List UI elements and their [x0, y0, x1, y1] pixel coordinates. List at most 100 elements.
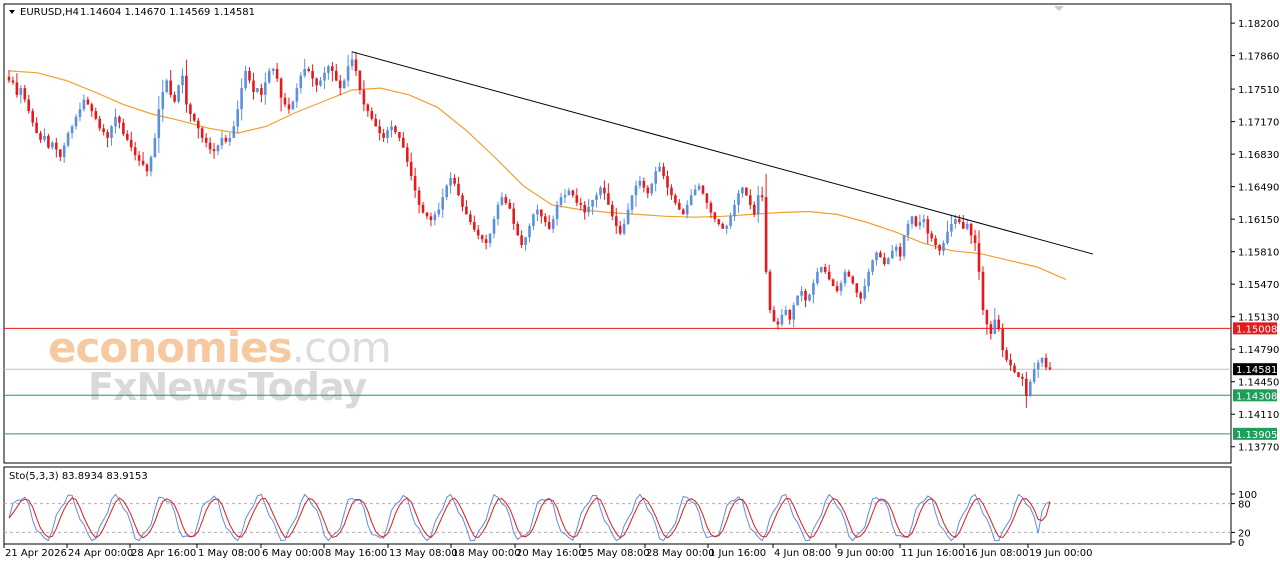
candle-body [768, 271, 772, 311]
candle-body [232, 126, 236, 138]
candle-body [173, 94, 176, 102]
candle-body [954, 219, 957, 224]
candle-body [575, 195, 579, 203]
candle-body [894, 246, 898, 251]
candle-body [599, 187, 602, 196]
candle-body [106, 132, 109, 138]
candle-body [307, 69, 310, 71]
time-tick-label: 1 May 08:00 [198, 548, 260, 559]
candle-body [161, 92, 165, 110]
candle-body [997, 319, 1000, 330]
time-tick-label: 25 May 08:00 [581, 548, 650, 559]
candle-body [512, 208, 515, 224]
price-tick-label: 1.14790 [1238, 345, 1279, 356]
candle-body [43, 136, 46, 140]
candle-body [496, 204, 500, 220]
candle-body [1009, 359, 1012, 366]
candle-body [185, 75, 188, 105]
candle-body [193, 114, 196, 121]
candle-body [47, 136, 50, 148]
candle-body [445, 185, 448, 198]
candle-body [137, 155, 141, 161]
time-tick-label: 1 Jun 16:00 [709, 548, 766, 559]
candle-body [480, 235, 484, 240]
candle-body [689, 195, 693, 205]
candle-body [583, 204, 586, 213]
candle-body [859, 292, 862, 299]
candle-body [717, 219, 721, 224]
candle-body [311, 70, 314, 79]
candle-body [492, 219, 496, 234]
price-level-tag-label: 1.15008 [1236, 324, 1277, 335]
candle-body [571, 190, 575, 196]
candle-body [938, 245, 941, 251]
candle-body [532, 214, 535, 226]
candle-body [1025, 378, 1028, 396]
candle-body [756, 195, 760, 215]
candle-body [875, 252, 878, 261]
candle-body [772, 310, 776, 322]
candle-body [504, 197, 508, 203]
price-tick-label: 1.16830 [1238, 150, 1279, 161]
candles [7, 51, 1052, 408]
candle-body [918, 222, 922, 226]
candle-body [425, 212, 429, 217]
candle-body [1029, 381, 1032, 396]
candle-body [51, 142, 54, 148]
candle-body [149, 157, 153, 172]
candle-body [741, 187, 744, 194]
time-tick-label: 6 May 00:00 [262, 548, 324, 559]
candle-body [429, 216, 433, 221]
candle-body [749, 195, 752, 205]
candle-body [315, 78, 318, 86]
candle-body [469, 214, 472, 222]
candle-body [145, 164, 149, 172]
price-axis: 1.18200 1.17860 1.17510 1.17170 1.16830 1.164… [1231, 19, 1279, 454]
candle-body [295, 88, 299, 102]
candle-body [200, 128, 204, 138]
candle-body [19, 88, 23, 95]
candle-body [630, 195, 634, 210]
candle-body [398, 132, 401, 138]
candle-body [122, 122, 125, 135]
time-tick-label: 16 Jun 08:00 [965, 548, 1029, 559]
time-tick-label: 4 Jun 08:00 [774, 548, 831, 559]
candle-body [965, 223, 969, 229]
candle-body [622, 223, 626, 234]
candle-body [7, 76, 11, 81]
candle-body [831, 279, 835, 287]
candle-body [374, 118, 377, 127]
candle-body [382, 133, 385, 138]
chart-shift-icon [1054, 6, 1064, 11]
candle-body [705, 193, 709, 203]
candle-body [733, 204, 736, 217]
watermark-brand: economies [48, 323, 292, 372]
time-tick-label: 20 May 16:00 [516, 548, 585, 559]
candle-body [386, 130, 389, 138]
candle-body [476, 229, 480, 236]
moving-average-line [8, 70, 1067, 280]
candle-body [891, 250, 894, 259]
candle-body [788, 310, 792, 320]
candle-body [650, 183, 653, 194]
candle-body [981, 271, 985, 311]
candle-body [70, 126, 74, 134]
watermark-suffix: .com [292, 323, 391, 372]
candle-body [697, 185, 701, 190]
candle-body [555, 204, 559, 220]
candle-body [934, 238, 937, 245]
stochastic-tick-label: 80 [1238, 500, 1251, 511]
candle-body [835, 286, 839, 291]
candle-body [370, 111, 374, 119]
candle-body [94, 111, 98, 119]
candle-body [406, 147, 409, 162]
time-tick-label: 24 Apr 00:00 [68, 548, 133, 559]
candle-body [638, 180, 642, 186]
candle-body [208, 142, 212, 150]
candle-body [1036, 362, 1040, 370]
candle-body [212, 149, 216, 152]
candle-body [871, 260, 874, 272]
candle-body [670, 187, 673, 196]
price-level-tag-label: 1.13905 [1236, 430, 1277, 441]
